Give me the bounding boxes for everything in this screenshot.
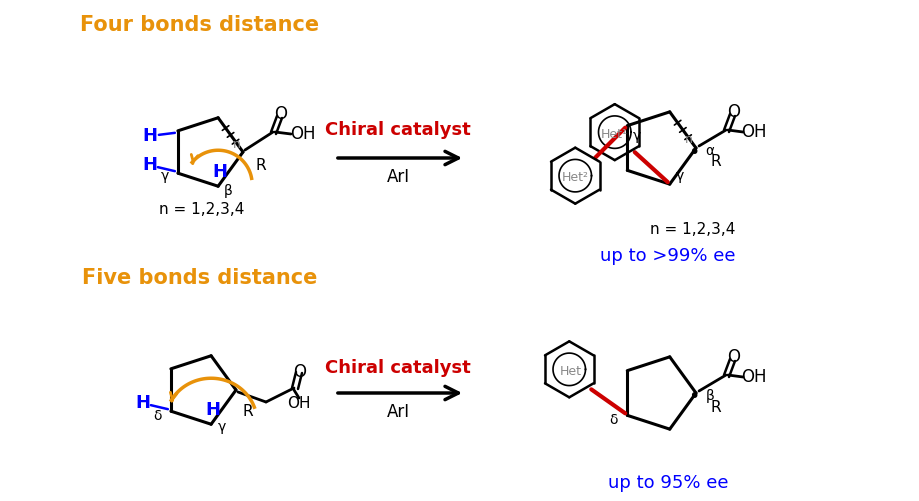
Text: α: α xyxy=(705,144,714,158)
Text: β: β xyxy=(705,389,713,403)
Text: R: R xyxy=(243,404,253,419)
Text: n = 1,2,3,4: n = 1,2,3,4 xyxy=(650,222,735,237)
Text: OH: OH xyxy=(741,123,766,141)
Text: O: O xyxy=(727,348,740,366)
Text: R: R xyxy=(255,158,266,173)
Text: •: • xyxy=(687,142,699,161)
Text: Het¹: Het¹ xyxy=(601,128,628,141)
Text: ArI: ArI xyxy=(386,403,409,421)
Text: ArI: ArI xyxy=(386,168,409,186)
Text: OH: OH xyxy=(741,368,766,386)
Text: O: O xyxy=(293,363,306,381)
Text: β: β xyxy=(223,184,233,198)
Text: R: R xyxy=(709,154,720,169)
Text: H: H xyxy=(135,394,150,412)
Text: up to 95% ee: up to 95% ee xyxy=(607,474,728,492)
Text: Het²: Het² xyxy=(562,171,588,184)
Text: O: O xyxy=(727,103,740,121)
Text: R: R xyxy=(709,399,720,414)
Text: H: H xyxy=(142,156,157,174)
Text: γ: γ xyxy=(675,169,683,183)
Text: Het: Het xyxy=(559,365,581,378)
Text: n: n xyxy=(233,138,240,151)
Text: •: • xyxy=(687,387,699,406)
Text: Four bonds distance: Four bonds distance xyxy=(80,15,319,35)
Text: OH: OH xyxy=(287,395,311,410)
Text: γ: γ xyxy=(218,420,226,434)
Text: n: n xyxy=(684,133,692,146)
Text: Chiral catalyst: Chiral catalyst xyxy=(324,121,471,139)
Text: n = 1,2,3,4: n = 1,2,3,4 xyxy=(159,202,244,217)
Text: γ: γ xyxy=(161,169,169,183)
Text: H: H xyxy=(142,127,157,145)
Text: OH: OH xyxy=(289,125,315,143)
Text: O: O xyxy=(274,105,287,123)
Text: H: H xyxy=(206,401,221,419)
Text: δ: δ xyxy=(608,413,617,427)
Text: δ: δ xyxy=(153,409,162,423)
Text: up to >99% ee: up to >99% ee xyxy=(599,247,735,265)
Text: Chiral catalyst: Chiral catalyst xyxy=(324,359,471,377)
Text: Five bonds distance: Five bonds distance xyxy=(82,268,317,288)
Text: γ: γ xyxy=(632,129,641,143)
Text: H: H xyxy=(212,163,227,181)
